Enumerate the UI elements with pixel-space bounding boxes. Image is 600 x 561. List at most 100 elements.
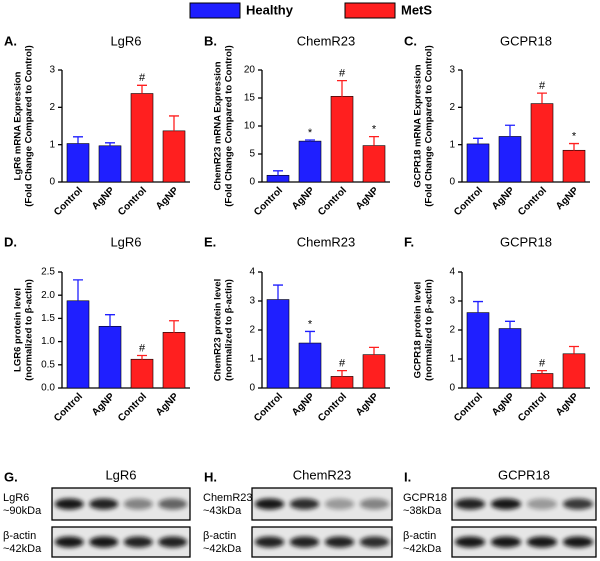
blot-band — [454, 536, 486, 548]
x-tick-label: AgNP — [290, 185, 317, 212]
blot-band — [562, 498, 594, 510]
blot-band — [158, 536, 188, 548]
error-bar — [337, 79, 347, 97]
error-bar — [537, 369, 547, 374]
x-tick-label: Control — [316, 391, 349, 424]
x-tick-label: AgNP — [554, 185, 581, 212]
y-tick-label: 2 — [249, 325, 255, 336]
y-tick-label: 1 — [449, 354, 455, 365]
y-tick-label: 3 — [49, 65, 55, 76]
significance-marker: # — [139, 342, 146, 354]
blot-label: ~38kDa — [403, 505, 442, 517]
y-axis-label: (normalized to β-actin) — [224, 279, 235, 381]
chart-title: GCPR18 — [500, 33, 552, 48]
bar — [562, 353, 586, 389]
error-bar — [137, 354, 147, 360]
error-bar — [105, 314, 115, 327]
y-tick-label: 3 — [449, 65, 455, 76]
bar — [362, 354, 386, 389]
bar — [266, 174, 290, 183]
x-tick-label: Control — [252, 391, 285, 424]
legend-swatch — [189, 2, 241, 19]
x-tick-label: AgNP — [554, 391, 581, 418]
chart-title: ChemR23 — [297, 234, 356, 249]
blot-band — [254, 498, 285, 510]
error-bar — [273, 284, 283, 300]
blot-label: ~43kDa — [203, 505, 242, 517]
y-tick-label: 0 — [249, 177, 255, 188]
y-tick-label: 2 — [449, 102, 455, 113]
y-tick-label: 3 — [449, 296, 455, 307]
blot-band — [289, 536, 320, 548]
blot-label: β-actin — [403, 530, 436, 542]
y-tick-label: 5 — [249, 149, 255, 160]
y-tick-label: 0.5 — [41, 359, 55, 370]
x-tick-label: AgNP — [154, 185, 181, 212]
bar — [330, 376, 354, 389]
y-axis-label: (normalized to β-actin) — [424, 279, 435, 381]
error-bar — [305, 139, 315, 142]
panel-letter: A. — [4, 33, 17, 48]
bar — [530, 373, 554, 389]
error-bar — [105, 142, 115, 146]
bar — [298, 342, 322, 389]
y-tick-label: 2.0 — [41, 290, 55, 301]
chart-title: GCPR18 — [500, 234, 552, 249]
blot-band — [123, 536, 153, 548]
significance-marker: * — [572, 130, 577, 142]
bar — [330, 96, 354, 183]
blot-band — [359, 498, 390, 510]
y-tick-label: 4 — [449, 267, 455, 278]
error-bar — [169, 320, 179, 333]
y-axis-label: ChemR23 mRNA Expression — [213, 61, 224, 190]
error-bar — [569, 142, 579, 151]
blot-label: ChemR23 — [203, 492, 253, 504]
y-axis-label: ChemR23 protein level — [213, 279, 224, 381]
bar — [66, 300, 90, 389]
y-tick-label: 2 — [49, 102, 55, 113]
y-tick-label: 0 — [449, 383, 455, 394]
y-axis-label: (Fold Change Compared to Control) — [424, 45, 435, 207]
blot-label: LgR6 — [3, 492, 29, 504]
blot-band — [562, 536, 594, 548]
blot-band — [526, 498, 558, 510]
error-bar — [505, 320, 515, 329]
x-tick-label: AgNP — [354, 391, 381, 418]
legend-swatch — [344, 2, 396, 19]
y-tick-label: 2.5 — [41, 267, 55, 278]
bar — [130, 358, 154, 389]
blot-band — [254, 536, 285, 548]
blot-band — [54, 536, 84, 548]
blot-band — [454, 498, 486, 510]
error-bar — [169, 115, 179, 131]
panel-letter: C. — [404, 33, 417, 48]
x-tick-label: Control — [516, 185, 549, 218]
error-bar — [473, 300, 483, 313]
y-axis-label: (normalized to β-actin) — [24, 279, 35, 381]
y-axis-label: LGR6 protein level — [13, 288, 24, 372]
blot-band — [490, 536, 522, 548]
blot-band — [490, 498, 522, 510]
bar — [98, 145, 122, 183]
panel-letter: G. — [4, 469, 18, 484]
error-bar — [73, 279, 83, 301]
error-bar — [505, 124, 515, 137]
x-tick-label: AgNP — [154, 391, 181, 418]
x-tick-label: AgNP — [490, 391, 517, 418]
blot-band — [123, 498, 153, 510]
error-bar — [369, 135, 379, 146]
significance-marker: # — [339, 358, 346, 370]
y-tick-label: 4 — [249, 267, 255, 278]
panel-letter: F. — [404, 234, 414, 249]
significance-marker: # — [539, 80, 546, 92]
significance-marker: * — [308, 318, 313, 330]
error-bar — [273, 170, 283, 176]
blot-band — [359, 536, 390, 548]
panel-letter: B. — [204, 33, 217, 48]
y-tick-label: 0.0 — [41, 383, 55, 394]
blot-label: β-actin — [3, 530, 36, 542]
blot-title: LgR6 — [105, 467, 136, 482]
error-bar — [337, 369, 347, 377]
blot-label: ~42kDa — [403, 543, 442, 555]
blot-label: ~42kDa — [3, 543, 42, 555]
